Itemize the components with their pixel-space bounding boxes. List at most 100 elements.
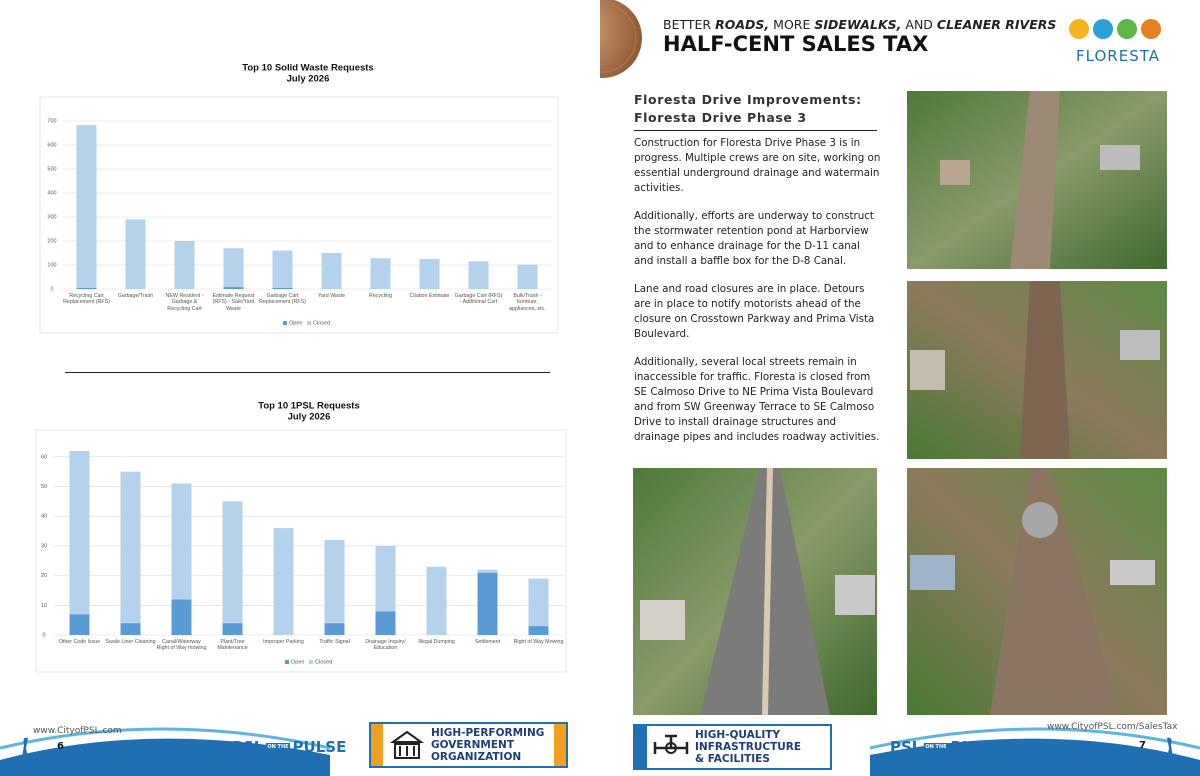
y-tick-label: 60 <box>41 454 47 460</box>
chart-subtitle: July 2026 <box>287 74 330 85</box>
x-tick-label: Estimate Request (RFS) - Sale/Yard Waste <box>212 293 255 312</box>
brand-logo: PSL ON THE PULSE <box>890 738 1004 756</box>
y-tick-label: 30 <box>41 543 47 549</box>
y-tick-label: 40 <box>41 514 47 520</box>
x-tick-label: Drainage Inquiry/ Education <box>365 639 406 652</box>
x-tick-label: Yard Waste <box>317 293 346 299</box>
paragraph: Additionally, efforts are underway to co… <box>634 210 874 267</box>
y-tick-label: 0 <box>50 286 53 292</box>
logo-icon <box>1093 19 1113 39</box>
x-tick-label: NEW Resident - Garbage & Recycling Cart <box>165 293 204 312</box>
badge: HIGH-PERFORMING GOVERNMENT ORGANIZATION <box>369 722 568 768</box>
photo <box>907 281 1167 459</box>
photo <box>907 468 1167 715</box>
wave <box>0 738 330 776</box>
page-number: 7 <box>1139 740 1146 751</box>
logo-text: FLORESTA <box>1076 47 1160 65</box>
x-tick-label: Right of Way Mowing <box>513 639 564 645</box>
penny <box>600 0 642 78</box>
bar-segment <box>273 528 294 635</box>
bar-segment <box>324 623 345 635</box>
badge-icon <box>653 734 689 754</box>
x-tick-label: Plant/Tree Maintenance <box>217 639 248 652</box>
y-tick-label: 0 <box>42 632 45 638</box>
x-tick-label: Canal/Waterway Right of Way mowing <box>156 639 207 652</box>
bar-segment <box>174 241 195 289</box>
badge-line: HIGH-PERFORMING <box>431 727 545 739</box>
x-tick-label: Swale Liner Cleaning <box>105 639 156 645</box>
x-tick-label: Traffic Signal <box>319 639 350 645</box>
bar-segment <box>222 623 243 635</box>
tagline-part: CLEANER RIVERS <box>936 17 1057 32</box>
badge-line: GOVERNMENT <box>431 739 515 751</box>
y-tick-label: 100 <box>47 262 56 268</box>
x-tick-label: Garbage Cart Replacement (RFS) <box>259 293 306 306</box>
badge-bar <box>635 726 647 768</box>
badge-line: INFRASTRUCTURE <box>695 741 802 753</box>
bar-segment <box>324 539 345 624</box>
article-heading: Floresta Drive Improvements: Floresta Dr… <box>634 91 862 127</box>
bar-segment <box>76 287 97 289</box>
brand-text: PSL <box>232 738 264 756</box>
x-tick-label: Settlement <box>474 639 501 645</box>
legend-label: Open <box>289 320 302 326</box>
logo-icon <box>1141 19 1161 39</box>
brand-text: ON THE <box>924 743 948 751</box>
bar-segment <box>375 545 396 612</box>
y-tick-label: 10 <box>41 603 47 609</box>
rule <box>634 130 877 131</box>
bar-segment <box>468 261 489 289</box>
chart-subtitle: July 2026 <box>288 412 331 423</box>
y-tick-label: 300 <box>47 214 56 220</box>
chart-frame <box>39 96 559 334</box>
legend-swatch <box>309 660 313 664</box>
x-tick-label: Other Code Issue <box>58 639 101 645</box>
badge: HIGH-QUALITY INFRASTRUCTURE & FACILITIES <box>633 724 832 770</box>
y-tick-label: 200 <box>47 238 56 244</box>
tagline: BETTER ROADS, MORE SIDEWALKS, AND CLEANER RIV… <box>663 17 1060 32</box>
brand-logo: PSL ON THE PULSE <box>232 738 346 756</box>
legend-swatch <box>283 321 287 325</box>
article-body: Construction for Floresta Drive Phase 3 … <box>634 136 882 458</box>
wave <box>869 727 1200 750</box>
bar-segment <box>375 611 396 635</box>
bar-segment <box>528 626 549 635</box>
x-tick-label: Improper Parking <box>263 639 304 645</box>
photo <box>907 91 1167 269</box>
brand-text: PULSE <box>950 738 1005 756</box>
x-tick-label: Garbage/Trash <box>117 293 154 299</box>
divider <box>65 372 550 373</box>
bar-segment <box>120 471 141 624</box>
legend-label: Closed <box>313 320 330 326</box>
coin <box>600 0 642 78</box>
bar-segment <box>125 219 146 289</box>
bar-segment <box>272 287 293 289</box>
photo <box>633 467 877 716</box>
paragraph: Construction for Floresta Drive Phase 3 … <box>634 137 881 194</box>
paragraph: Additionally, several local streets rema… <box>634 356 880 443</box>
heading-line: Floresta Drive Improvements: <box>634 92 862 107</box>
badge-line: ORGANIZATION <box>431 751 522 763</box>
chart: Top 10 Solid Waste Requests July 2026 0 100… <box>39 60 560 335</box>
tagline-part: SIDEWALKS, <box>814 17 902 32</box>
footer-url: www.CityofPSL.com <box>33 726 122 736</box>
tagline-part: MORE <box>773 17 811 32</box>
chart-frame <box>35 429 567 673</box>
bar-segment <box>528 578 549 627</box>
logo-icon <box>1069 19 1089 39</box>
logo-icon <box>1117 19 1137 39</box>
x-tick-label: Citation Estimate <box>409 293 450 299</box>
bar-segment <box>120 623 141 635</box>
header-title: HALF-CENT SALES TAX <box>663 32 929 56</box>
wave <box>870 738 1200 776</box>
badge-bar <box>371 724 383 766</box>
bar-segment <box>370 258 391 289</box>
bar-segment <box>69 450 90 615</box>
heron <box>1165 737 1175 770</box>
tagline-part: AND <box>905 17 933 32</box>
x-tick-label: Recycling Cart Replacement (RFS) <box>63 293 110 306</box>
wave <box>0 727 331 750</box>
footer-url: www.CityofPSL.com/SalesTax <box>1047 722 1178 732</box>
